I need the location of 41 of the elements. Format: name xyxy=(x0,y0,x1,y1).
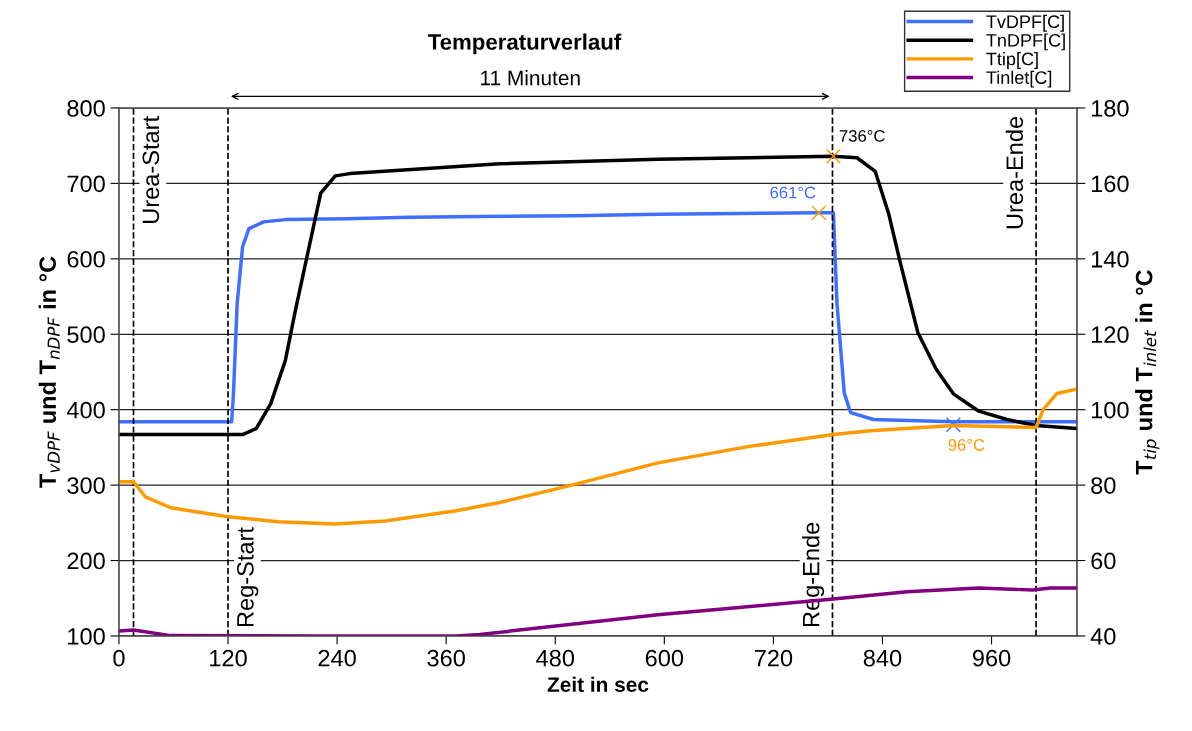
x-axis-title: Zeit in sec xyxy=(547,676,649,693)
y-tick-label: 300 xyxy=(67,477,105,494)
y2-tick-label: 120 xyxy=(1091,326,1129,344)
x-tick-label: 600 xyxy=(645,649,684,667)
x-tick-label: 840 xyxy=(863,649,902,667)
y-tick-label: 800 xyxy=(67,100,105,117)
annotation: 96°C xyxy=(948,439,985,451)
text: 11 Minuten xyxy=(481,70,580,86)
y-tick-label: 600 xyxy=(67,250,105,268)
x-tick-label: 480 xyxy=(536,649,575,667)
x-tick-label: 0 xyxy=(113,649,125,667)
y2-tick-label: 40 xyxy=(1090,628,1116,645)
x-tick-label: 720 xyxy=(754,649,793,667)
ref-line-label: Reg-Ende xyxy=(802,522,825,627)
legend-label: TvDPF[C] xyxy=(986,14,1064,32)
y2-tick-label: 60 xyxy=(1091,552,1116,570)
y-tick-label: 400 xyxy=(66,401,105,419)
chart-title: Temperaturverlauf xyxy=(427,33,622,55)
y-tick-label: 700 xyxy=(67,175,105,193)
y2-tick-label: 80 xyxy=(1091,477,1116,494)
y-tick-label: 500 xyxy=(67,326,105,344)
legend-label: TnDPF[C] xyxy=(986,33,1065,51)
x-tick-label: 240 xyxy=(318,649,356,667)
legend-label: Ttip[C] xyxy=(986,52,1038,69)
y2-tick-label: 180 xyxy=(1091,100,1129,117)
annotation: 736°C xyxy=(839,130,885,142)
x-tick-label: 960 xyxy=(972,649,1011,667)
y-axis-title: T$_{vDPF}$ und T$_{nDPF}$ in °C xyxy=(38,256,60,488)
y2-tick-label: 100 xyxy=(1091,401,1129,419)
ref-line-label: Reg-Start xyxy=(236,527,259,627)
y2-tick-label: 140 xyxy=(1091,250,1129,268)
y-tick-label: 200 xyxy=(67,552,105,570)
ref-line-label: Urea-Start xyxy=(142,116,160,223)
y2-tick-label: 160 xyxy=(1091,175,1129,193)
x-tick-label: 360 xyxy=(427,649,465,667)
annotation: 661°C xyxy=(770,186,816,199)
x-tick-label: 120 xyxy=(210,649,247,667)
ref-line-label: Urea-Ende xyxy=(1005,116,1024,229)
legend-label: Tinlet[C] xyxy=(986,70,1052,88)
y-tick-label: 100 xyxy=(68,628,105,645)
y2-axis-title: T$_{tip}$ und T$_{inlet}$ in °C xyxy=(1135,270,1160,475)
